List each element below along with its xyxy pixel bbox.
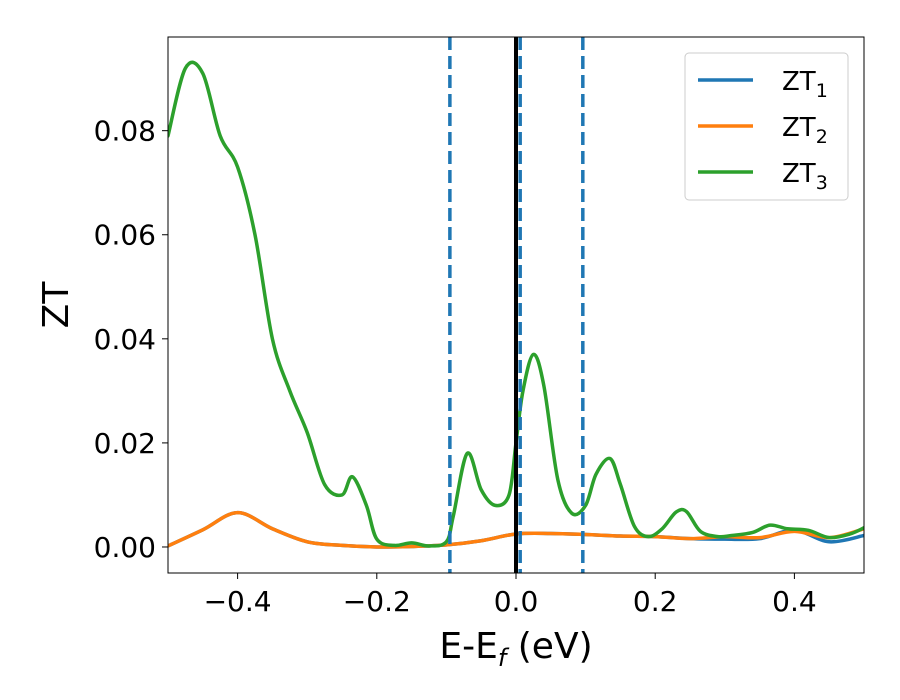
- y-tick-label: 0.04: [94, 323, 156, 356]
- legend-label-zt1: ZT1: [782, 67, 828, 102]
- x-axis-label-main: E-E: [439, 626, 497, 667]
- legend-label-zt2: ZT2: [782, 113, 828, 148]
- x-tick-label: −0.2: [343, 585, 411, 618]
- reference-lines: [448, 37, 585, 573]
- y-tick-label: 0.08: [94, 115, 156, 148]
- y-axis-ticks: 0.00 0.02 0.04 0.06 0.08: [94, 115, 168, 564]
- legend-box: [684, 52, 849, 201]
- y-tick-label: 0.06: [94, 219, 156, 252]
- x-tick-label: 0.0: [494, 585, 539, 618]
- x-tick-label: −0.4: [204, 585, 272, 618]
- x-tick-label: 0.4: [772, 585, 817, 618]
- legend-label-zt3: ZT3: [782, 159, 828, 194]
- legend: ZT1 ZT2 ZT3: [684, 52, 849, 201]
- y-tick-label: 0.02: [94, 427, 156, 460]
- y-tick-label: 0.00: [94, 531, 156, 564]
- x-axis-label-unit: (eV): [506, 626, 592, 667]
- y-axis-label: ZT: [36, 281, 77, 329]
- x-axis-ticks: −0.4 −0.2 0.0 0.2 0.4: [204, 573, 817, 618]
- x-tick-label: 0.2: [633, 585, 678, 618]
- x-axis-label: E-Ef (eV): [439, 626, 592, 672]
